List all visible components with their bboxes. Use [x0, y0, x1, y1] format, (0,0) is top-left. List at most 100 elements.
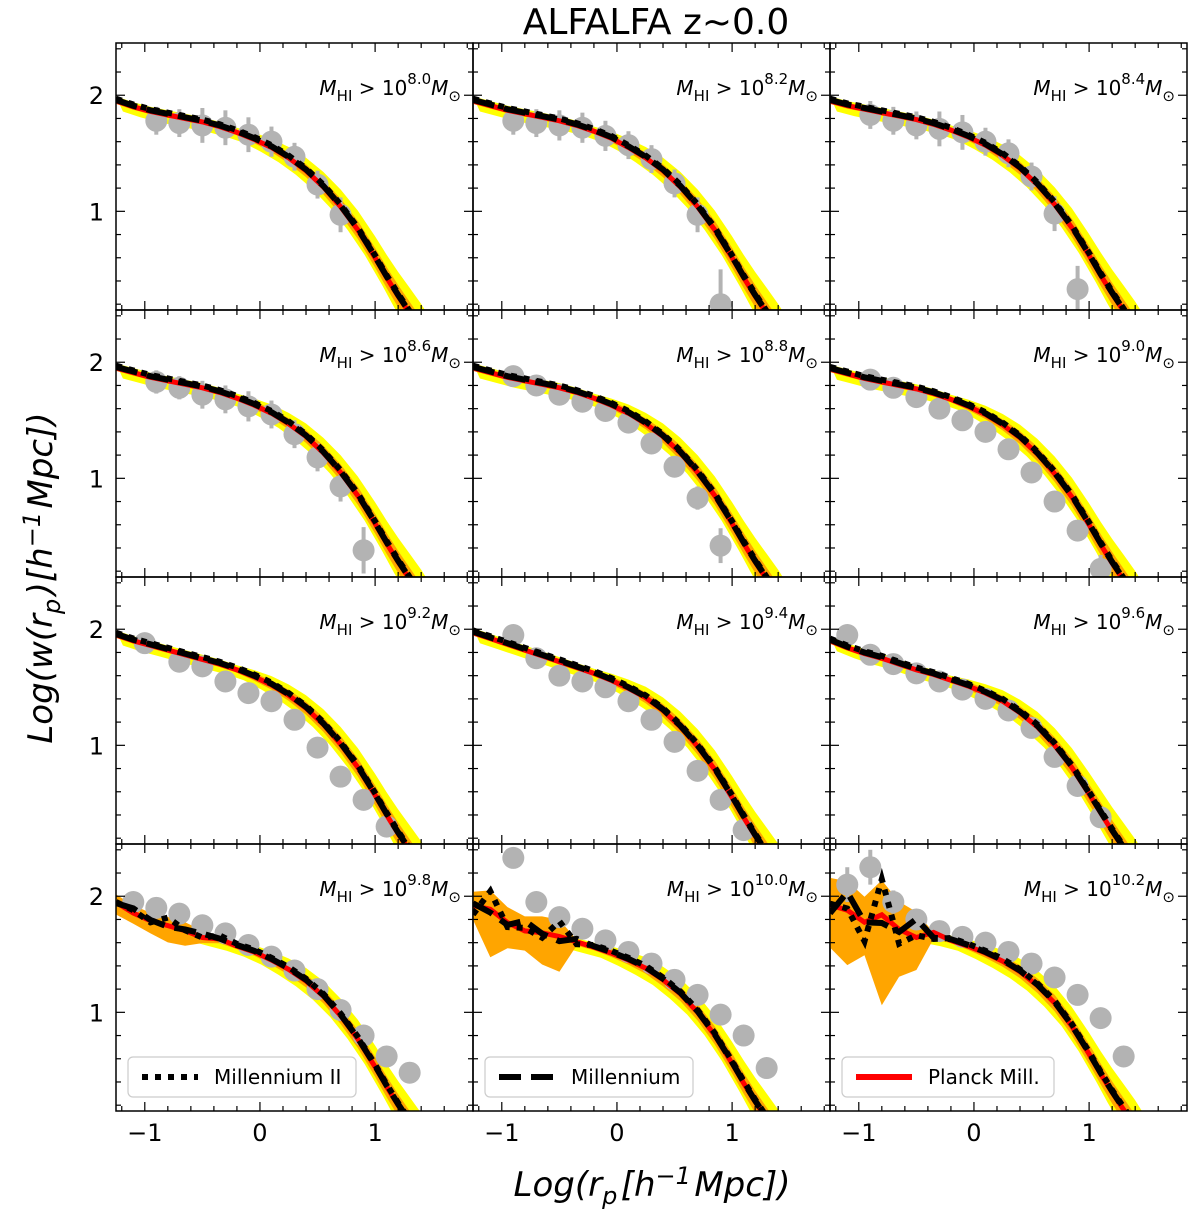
ticks — [473, 844, 830, 1111]
obs-point — [617, 690, 640, 713]
obs-point — [214, 670, 237, 693]
obs-point — [951, 409, 974, 432]
model-band-inner — [473, 890, 770, 1111]
panel-2: MHI > 108.2M⊙ — [472, 42, 831, 311]
figure-title: ALFALFA z~0.0 — [523, 2, 790, 43]
panel-mass-label: MHI > 109.4M⊙ — [676, 604, 818, 639]
series-millennium-ii — [473, 627, 766, 844]
obs-point — [168, 902, 191, 925]
obs-point — [1020, 952, 1043, 975]
panel-mass-label: MHI > 108.6M⊙ — [319, 337, 461, 372]
obs-point — [709, 788, 732, 811]
obs-point — [525, 891, 548, 914]
series-millennium — [116, 631, 410, 844]
series-millennium-ii — [830, 635, 1126, 844]
ticks — [473, 577, 830, 844]
obs-point — [352, 788, 375, 811]
panel-mass-label: MHI > 109.6M⊙ — [1033, 604, 1175, 639]
model-band-inner — [473, 365, 774, 577]
obs-point — [974, 420, 997, 443]
obs-point — [755, 1057, 778, 1080]
ticks — [116, 577, 473, 844]
x-tick-label: −1 — [841, 1119, 876, 1147]
y-tick-label: 1 — [89, 732, 104, 760]
obs-point — [686, 487, 709, 510]
obs-point — [375, 1045, 398, 1068]
obs-point — [571, 670, 594, 693]
obs-point — [640, 708, 663, 731]
y-tick-label: 2 — [89, 616, 104, 644]
series-millennium-ii — [116, 629, 411, 844]
x-tick-label: −1 — [484, 1119, 519, 1147]
panel-mass-label: MHI > 1010.2M⊙ — [1024, 871, 1175, 906]
observations — [859, 368, 1112, 577]
model-band-outer — [830, 364, 1139, 577]
legend-dotted: Millennium II — [127, 1056, 357, 1098]
legend-label: Millennium II — [214, 1065, 341, 1089]
panel-mass-label: MHI > 1010.0M⊙ — [667, 871, 818, 906]
model-band-outer — [473, 363, 783, 577]
legend-box — [127, 1056, 357, 1098]
model-band-inner — [116, 632, 413, 844]
obs-point — [352, 539, 375, 562]
panel-1: 1 2 MHI > 108.0M⊙ — [89, 42, 474, 311]
model-band-inner — [830, 877, 1133, 1111]
obs-point — [997, 940, 1020, 963]
series-millennium-ii — [116, 362, 414, 577]
panel-3: MHI > 108.4M⊙ — [829, 42, 1188, 311]
obs-point — [836, 873, 859, 896]
obs-point — [237, 682, 260, 705]
y-tick-label: 2 — [89, 883, 104, 911]
panel-7: 1 2 MHI > 109.2M⊙ — [89, 576, 474, 845]
panel-9: MHI > 109.6M⊙ — [829, 576, 1188, 845]
panel-mass-label: MHI > 108.2M⊙ — [676, 70, 818, 105]
y-tick-label: 1 — [89, 198, 104, 226]
series-millennium — [473, 900, 766, 1111]
series-millennium — [116, 900, 407, 1111]
panel-4: 1 2 MHI > 108.6M⊙ — [89, 309, 474, 578]
y-tick-label: 2 — [89, 349, 104, 377]
obs-point — [928, 397, 951, 420]
ticks — [116, 310, 473, 577]
obs-point — [502, 109, 525, 132]
ticks — [116, 844, 473, 1111]
panel-6: MHI > 109.0M⊙ — [829, 309, 1188, 578]
ticks — [116, 43, 473, 310]
series-millennium-ii — [116, 899, 408, 1111]
obs-point — [191, 914, 214, 937]
x-tick-label: 1 — [724, 1119, 739, 1147]
series-planck-mill — [473, 365, 769, 577]
x-tick-label: −1 — [127, 1119, 162, 1147]
panel-mass-label: MHI > 108.0M⊙ — [319, 70, 461, 105]
series-millennium-ii — [473, 885, 767, 1111]
panel-8: MHI > 109.4M⊙ — [472, 576, 831, 845]
series-millennium — [830, 636, 1125, 844]
panel-mass-label: MHI > 108.8M⊙ — [676, 337, 818, 372]
series-millennium-ii — [473, 362, 771, 577]
obs-point — [663, 455, 686, 478]
obs-point — [1043, 966, 1066, 989]
observations — [502, 624, 755, 842]
obs-point — [709, 1003, 732, 1026]
series-millennium — [830, 886, 1129, 1111]
observations — [145, 106, 352, 233]
x-tick-label: 0 — [252, 1119, 267, 1147]
ticks — [830, 43, 1187, 310]
obs-point — [1089, 557, 1112, 577]
model-band-inner — [116, 894, 410, 1111]
series-planck-mill — [116, 632, 409, 844]
x-tick-label: 0 — [609, 1119, 624, 1147]
obs-point — [502, 846, 525, 869]
obs-point — [1089, 1007, 1112, 1030]
ticks — [830, 310, 1187, 577]
legend-dashed: Millennium — [484, 1056, 694, 1098]
legend-label: Planck Mill. — [928, 1065, 1040, 1089]
obs-point — [260, 690, 283, 713]
obs-point — [640, 432, 663, 455]
panel-5: MHI > 108.8M⊙ — [472, 309, 831, 578]
ticks — [830, 844, 1187, 1111]
obs-point — [1066, 983, 1089, 1006]
y-tick-label: 2 — [89, 82, 104, 110]
series-millennium-ii — [116, 95, 413, 310]
